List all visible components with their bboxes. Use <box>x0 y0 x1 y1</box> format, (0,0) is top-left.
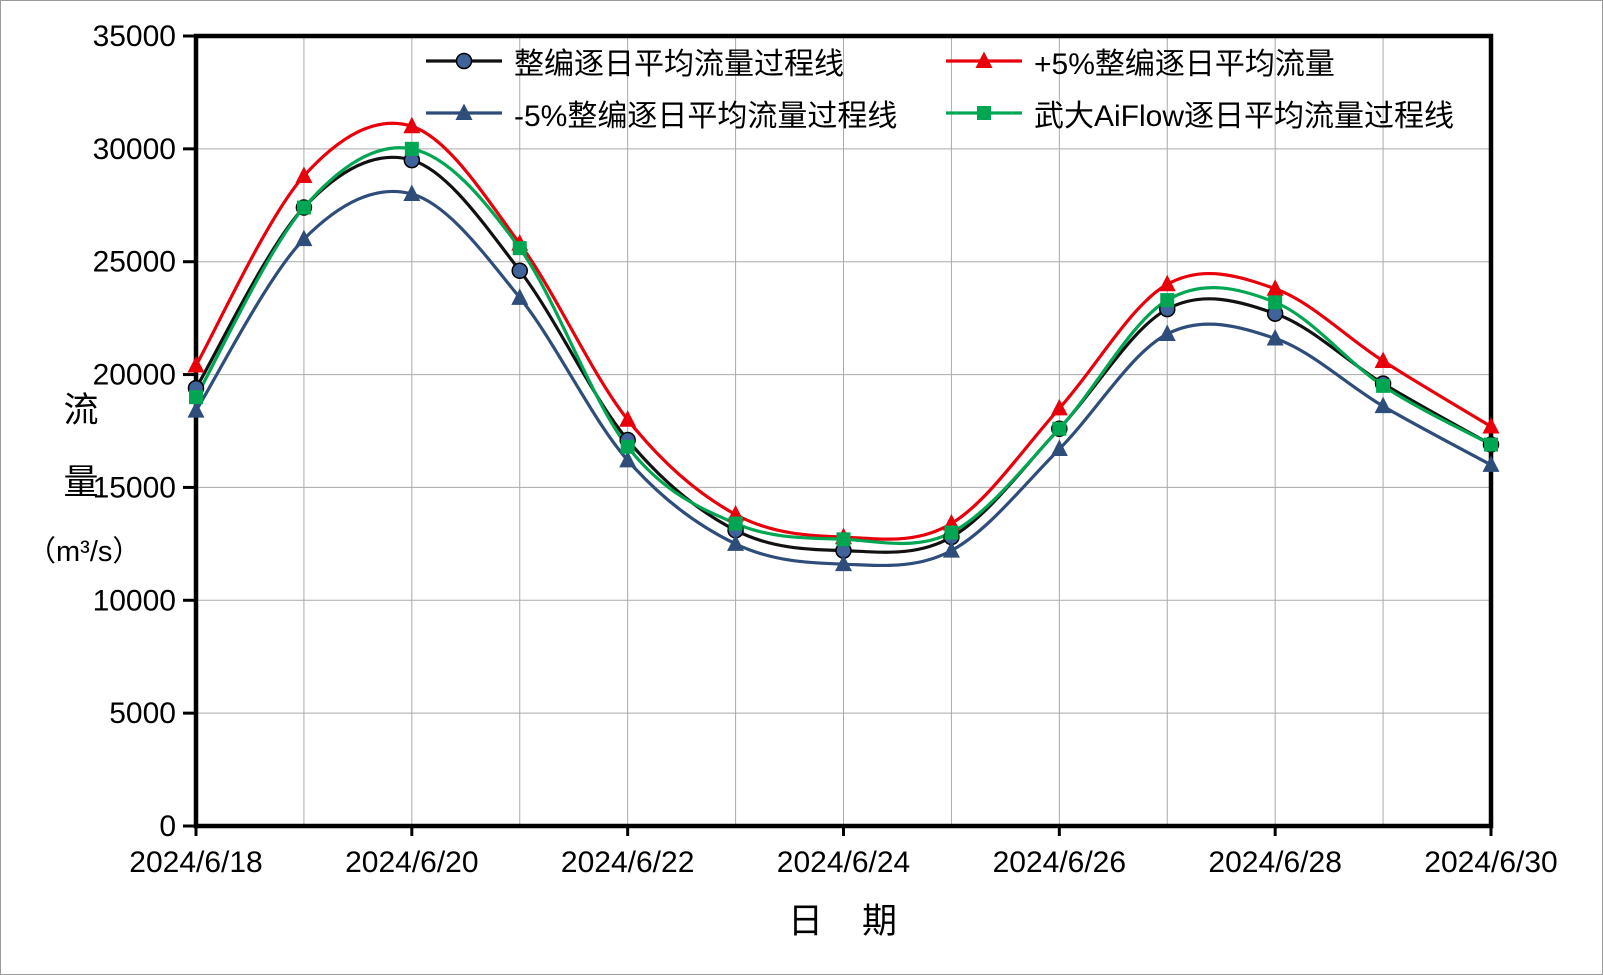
gridlines <box>196 36 1491 826</box>
y-axis-title: 流 量 （m³/s） <box>27 375 142 585</box>
y-axis-title-line2: 量 <box>63 463 99 502</box>
svg-text:2024/6/28: 2024/6/28 <box>1208 846 1341 879</box>
legend-marker-aiflow-icon <box>946 106 1022 120</box>
svg-text:2024/6/26: 2024/6/26 <box>993 846 1126 879</box>
legend-label-minus5: -5%整编逐日平均流量过程线 <box>514 100 898 133</box>
svg-text:25000: 25000 <box>93 246 176 279</box>
series-markers-3 <box>189 141 1498 547</box>
svg-text:2024/6/24: 2024/6/24 <box>777 846 910 879</box>
svg-text:2024/6/20: 2024/6/20 <box>345 846 478 879</box>
svg-text:15000: 15000 <box>93 471 176 504</box>
legend-item-minus5: -5%整编逐日平均流量过程线 <box>424 95 944 133</box>
axis-ticks <box>183 34 1493 836</box>
legend-label-aiflow: 武大AiFlow逐日平均流量过程线 <box>1034 100 1455 133</box>
legend-label-plus5: +5%整编逐日平均流量 <box>1034 48 1335 81</box>
svg-text:30000: 30000 <box>93 133 176 166</box>
svg-text:2024/6/30: 2024/6/30 <box>1424 846 1557 879</box>
legend-item-aiflow: 武大AiFlow逐日平均流量过程线 <box>944 95 1454 133</box>
y-axis-unit: （m³/s） <box>27 536 142 568</box>
legend-marker-minus5-icon <box>426 103 502 120</box>
legend-marker-plus5-icon <box>946 51 1022 68</box>
svg-text:2024/6/22: 2024/6/22 <box>561 846 694 879</box>
y-tick-labels: 0 5000 10000 15000 20000 25000 30000 35000 <box>93 20 176 843</box>
legend-label-observed: 整编逐日平均流量过程线 <box>514 48 844 81</box>
legend-item-observed: 整编逐日平均流量过程线 <box>424 43 944 81</box>
legend-item-plus5: +5%整编逐日平均流量 <box>944 43 1454 81</box>
legend-marker-observed-icon <box>426 52 502 70</box>
svg-text:10000: 10000 <box>93 584 176 617</box>
svg-text:0: 0 <box>159 810 176 843</box>
svg-text:5000: 5000 <box>109 697 176 730</box>
svg-text:2024/6/18: 2024/6/18 <box>129 846 262 879</box>
svg-text:20000: 20000 <box>93 359 176 392</box>
svg-text:35000: 35000 <box>93 20 176 53</box>
x-axis-title: 日 期 <box>787 902 899 941</box>
y-axis-title-line1: 流 <box>63 391 99 430</box>
x-tick-labels: 2024/6/18 2024/6/20 2024/6/22 2024/6/24 2024… <box>129 846 1557 879</box>
legend: 整编逐日平均流量过程线 +5%整编逐日平均流量 -5%整编逐日平均流量过程线 武… <box>424 43 1454 133</box>
series-markers-2 <box>187 184 1500 572</box>
